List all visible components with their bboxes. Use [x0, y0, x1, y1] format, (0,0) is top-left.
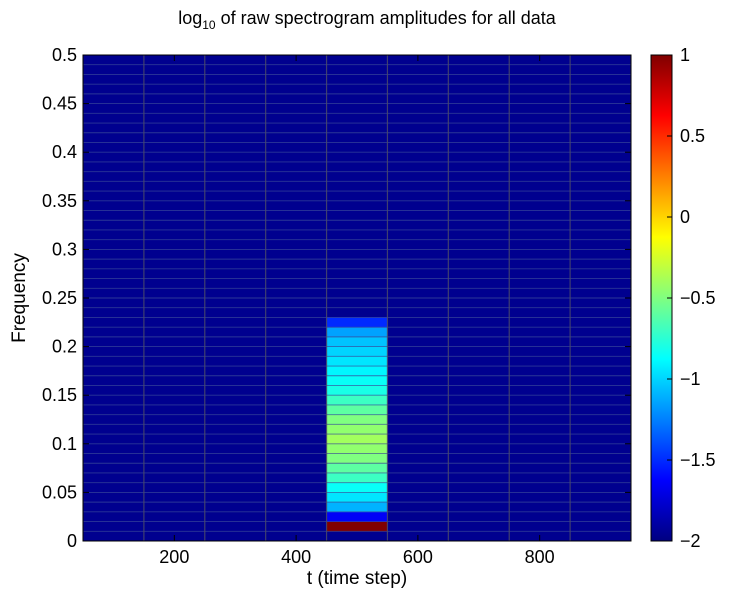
colorbar-tick-label: −1 [680, 369, 701, 389]
colorbar: 1 0.5 0 −0.5 −1 −1.5 −2 [650, 45, 716, 551]
heatmap-cell [326, 434, 388, 445]
x-axis-label: t (time step) [307, 568, 407, 589]
heatmap-cell [326, 327, 388, 338]
heatmap-cell [326, 366, 388, 377]
y-tick-label: 0.45 [42, 94, 77, 114]
y-tick-label: 0.4 [52, 142, 77, 162]
heatmap-cell [326, 424, 388, 435]
heatmap-cell [326, 443, 388, 454]
y-tick-label: 0.25 [42, 288, 77, 308]
x-tick-label: 800 [525, 547, 555, 567]
colorbar-tick-label: 1 [680, 45, 690, 65]
y-axis-ticks: 0 0.05 0.1 0.15 0.2 0.25 0.3 0.35 0.4 0.45 0.5 [42, 45, 631, 551]
chart-title-prefix: log [178, 8, 202, 28]
y-tick-label: 0 [67, 531, 77, 551]
colorbar-tick-label: −0.5 [680, 288, 716, 308]
streak-overlay [83, 55, 631, 541]
y-axis-label: Frequency [9, 253, 30, 343]
colorbar-tick-label: −2 [680, 531, 701, 551]
heatmap-cell [326, 414, 388, 425]
heatmap-cell [326, 521, 388, 532]
heatmap-cell [326, 336, 388, 347]
heatmap-cells [326, 317, 388, 532]
colorbar-ticks: 1 0.5 0 −0.5 −1 −1.5 −2 [667, 45, 716, 551]
y-tick-label: 0.35 [42, 191, 77, 211]
chart-title: log10 of raw spectrogram amplitudes for … [178, 8, 557, 32]
colorbar-tick-label: 0 [680, 207, 690, 227]
heatmap-cell [326, 385, 388, 396]
heatmap-cell [326, 395, 388, 406]
heatmap-cell [326, 317, 388, 328]
plot-area [82, 54, 632, 542]
colorbar-tick-label: 0.5 [680, 126, 705, 146]
x-axis-ticks: 200 400 600 800 [159, 55, 555, 567]
x-tick-label: 400 [281, 547, 311, 567]
heatmap-cell [326, 502, 388, 513]
heatmap-cell [326, 511, 388, 522]
heatmap-cell [326, 404, 388, 415]
x-tick-label: 200 [159, 547, 189, 567]
heatmap-cell [326, 472, 388, 483]
y-tick-label: 0.2 [52, 337, 77, 357]
heatmap-cell [326, 453, 388, 464]
y-tick-label: 0.05 [42, 482, 77, 502]
chart-title-suffix: of raw spectrogram amplitudes for all da… [216, 8, 557, 28]
heatmap-cell [326, 375, 388, 386]
y-tick-label: 0.3 [52, 239, 77, 259]
y-tick-label: 0.15 [42, 385, 77, 405]
x-tick-label: 600 [403, 547, 433, 567]
colorbar-tick-label: −1.5 [680, 450, 716, 470]
y-tick-label: 0.1 [52, 434, 77, 454]
y-tick-label: 0.5 [52, 45, 77, 65]
heatmap-cell [326, 356, 388, 367]
chart-title-subscript: 10 [202, 18, 216, 32]
heatmap-cell [326, 482, 388, 493]
heatmap-cell [326, 492, 388, 503]
heatmap-cell [326, 463, 388, 474]
heatmap-cell [326, 346, 388, 357]
